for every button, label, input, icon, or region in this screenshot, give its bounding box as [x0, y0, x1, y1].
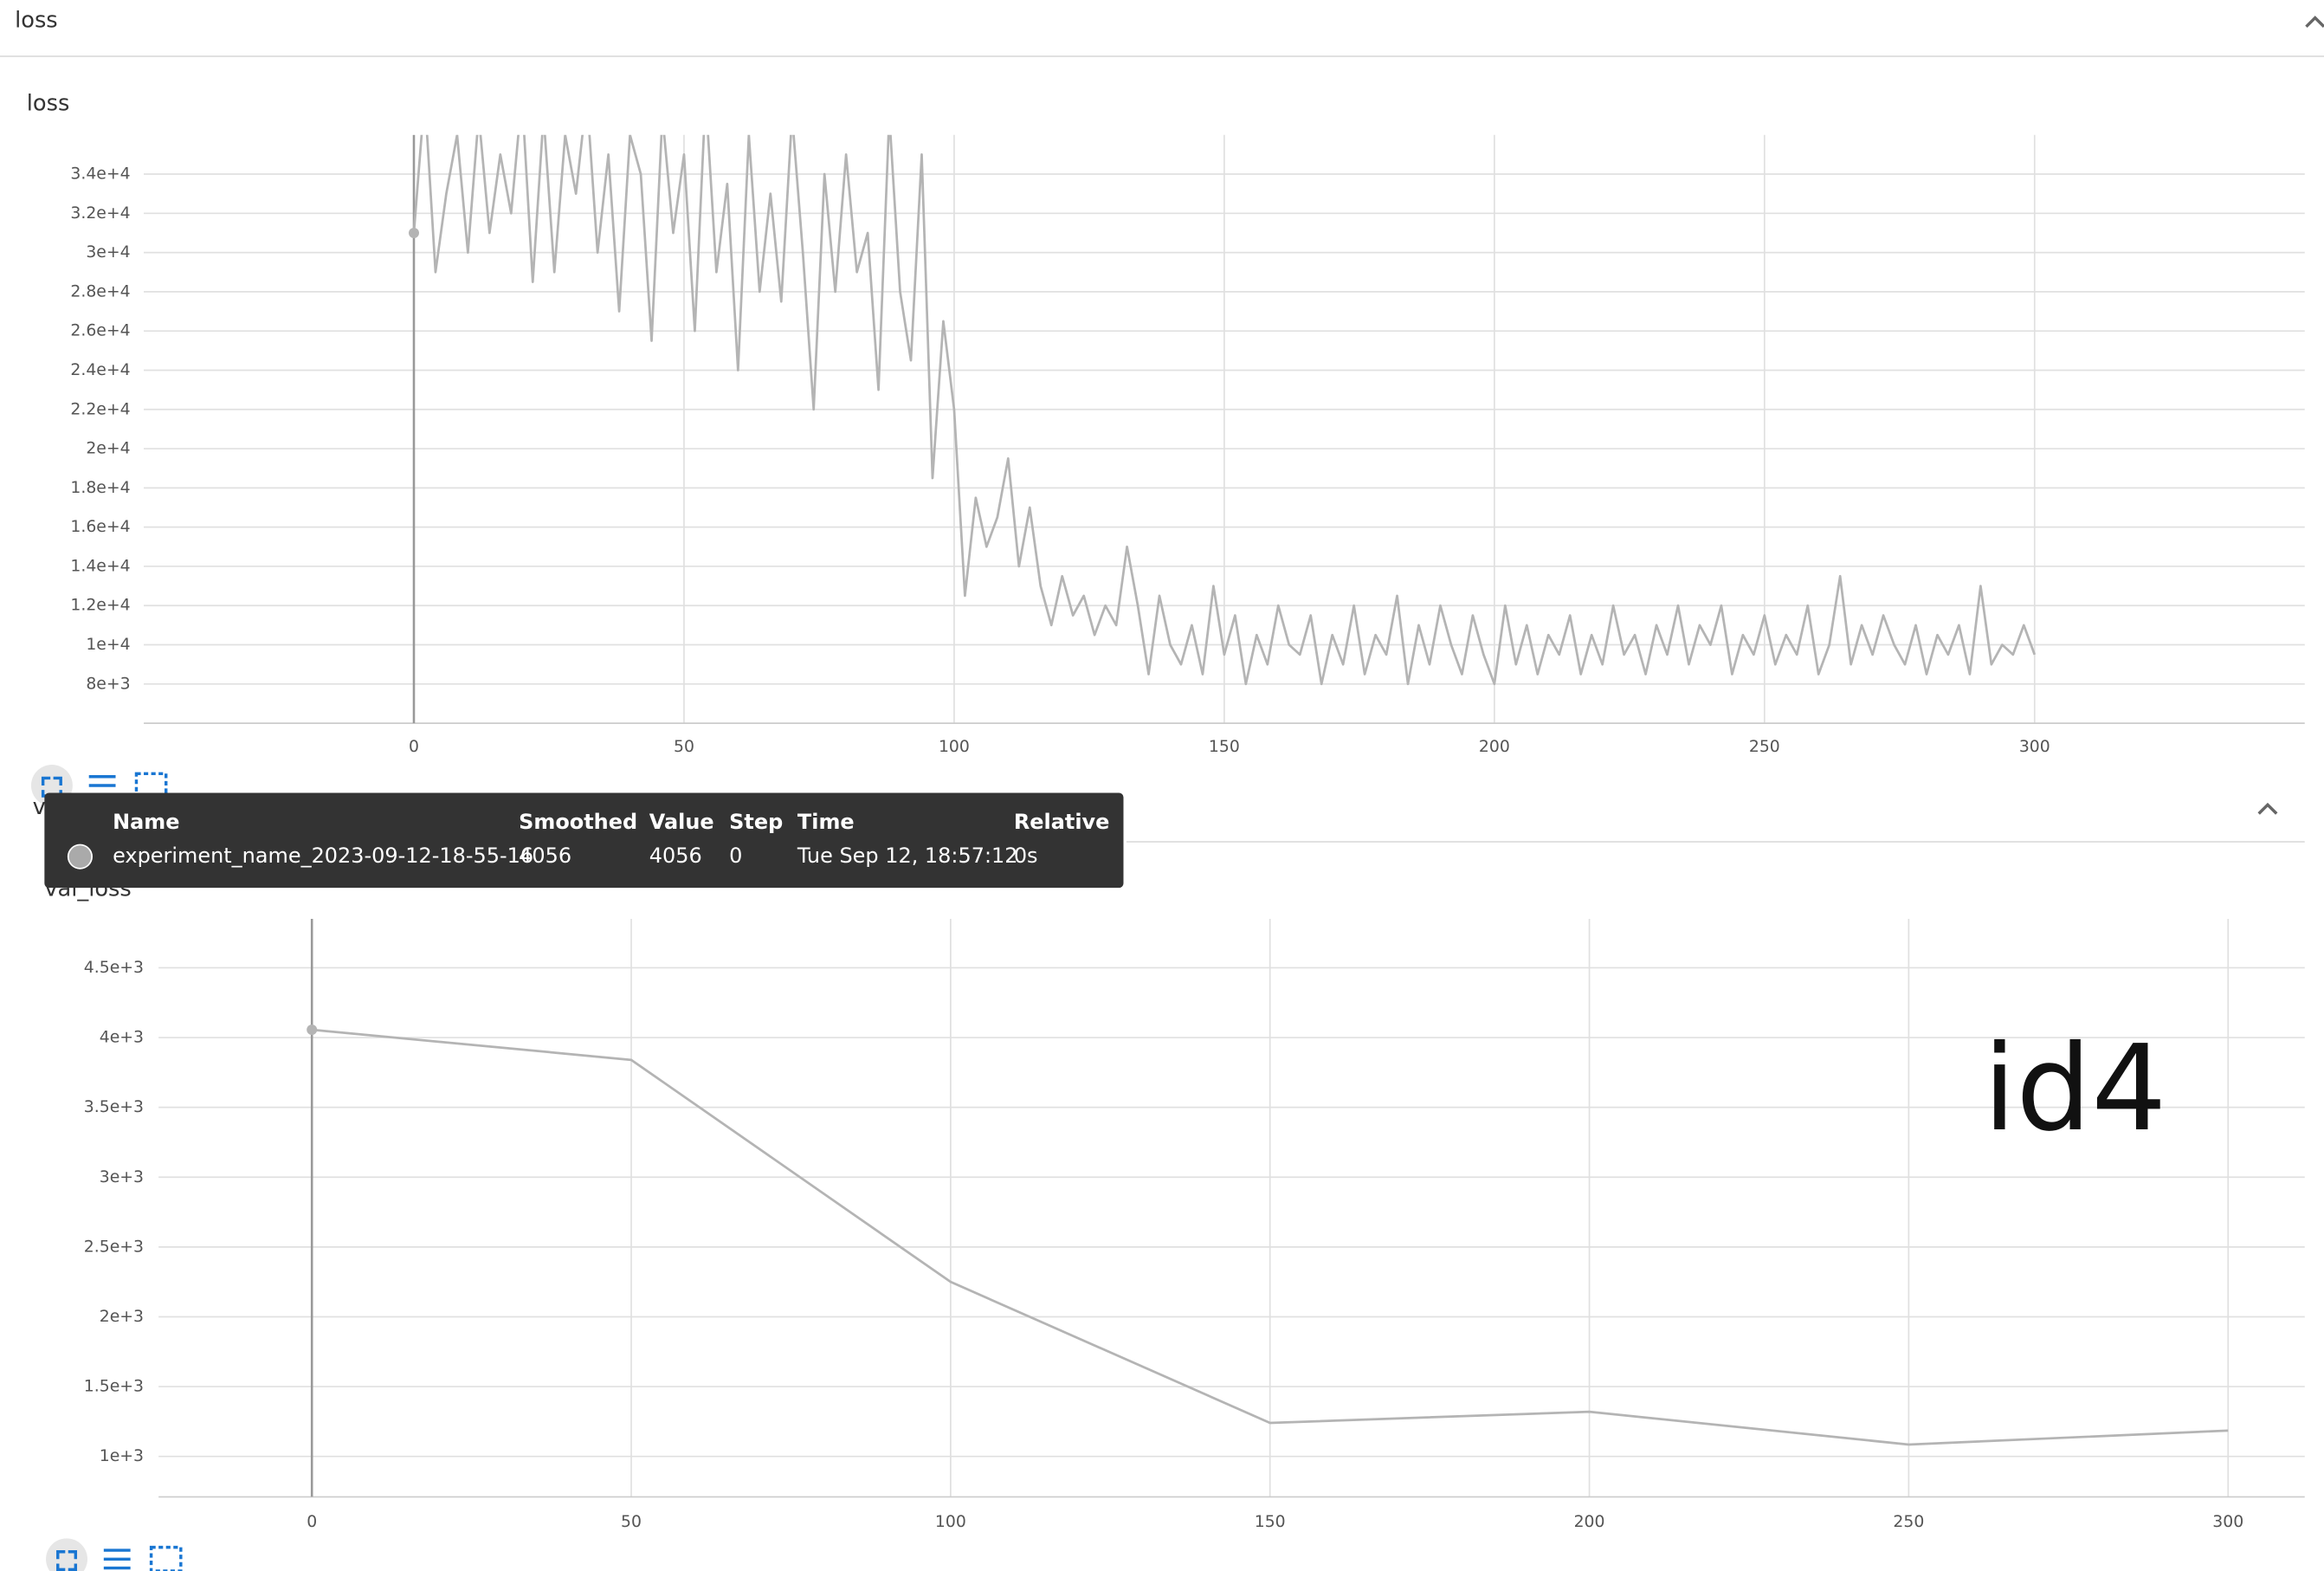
- x-tick-label: 0: [409, 738, 419, 756]
- y-tick-label: 2e+3: [100, 1308, 144, 1326]
- y-tick-label: 1.4e+4: [70, 557, 130, 575]
- y-tick-label: 2.4e+4: [70, 361, 130, 379]
- chart: 8e+3 1e+4 1.2e+4 1.4e+4 1.6e+4 1.8e+4 2e+4 2.2e…: [70, 134, 2305, 756]
- series-line: [412, 134, 2037, 686]
- y-tick-label: 1e+3: [100, 1447, 144, 1465]
- x-tick-label: 300: [2212, 1513, 2243, 1531]
- hover-point: [409, 227, 419, 238]
- section-title: loss: [15, 7, 58, 33]
- tooltip: Name Smoothed Value Step Time Relative e…: [44, 792, 1124, 889]
- y-tick-label: 4e+3: [100, 1029, 144, 1047]
- y-tick-label: 1e+4: [86, 636, 130, 654]
- fit-button[interactable]: [149, 1545, 183, 1571]
- x-tick-label: 250: [1893, 1513, 1924, 1531]
- y-tick-label: 2.8e+4: [70, 282, 130, 301]
- control-bg: [46, 1538, 87, 1571]
- tooltip-cell: 4056: [519, 844, 571, 868]
- x-tick-label: 300: [2019, 738, 2050, 756]
- fullscreen-button[interactable]: [56, 1550, 78, 1571]
- y-tick-label: 2.5e+3: [84, 1238, 144, 1256]
- x-tick-label: 150: [1255, 1513, 1286, 1531]
- y-tick-label: 1.6e+4: [70, 518, 130, 536]
- tooltip-cell: 0: [729, 844, 742, 868]
- legend-button[interactable]: [103, 1548, 131, 1570]
- y-tick-label: 3.2e+4: [70, 204, 130, 223]
- x-tick-label: 200: [1479, 738, 1510, 756]
- tooltip-cell: 0s: [1014, 844, 1038, 868]
- y-tick-label: 4.5e+3: [84, 959, 144, 977]
- x-tick-label: 200: [1574, 1513, 1605, 1531]
- tooltip-header: Time: [797, 810, 855, 834]
- chart-title: loss: [27, 90, 70, 116]
- y-tick-label: 3e+4: [86, 243, 130, 262]
- collapse-toggle[interactable]: [2305, 16, 2324, 29]
- x-tick-label: 150: [1209, 738, 1240, 756]
- x-tick-label: 100: [939, 738, 970, 756]
- plot-area: [307, 919, 2229, 1497]
- y-tick-label: 3.5e+3: [84, 1098, 144, 1116]
- collapse-toggle[interactable]: [2257, 802, 2278, 815]
- y-tick-label: 3.4e+4: [70, 165, 130, 184]
- x-tick-label: 50: [621, 1513, 642, 1531]
- x-tick-label: 100: [935, 1513, 966, 1531]
- hover-point: [307, 1025, 318, 1036]
- tooltip-cell: 4056: [649, 844, 702, 868]
- tooltip-header: Smoothed: [519, 810, 637, 834]
- y-tick-label: 2.6e+4: [70, 322, 130, 340]
- x-tick-label: 250: [1749, 738, 1780, 756]
- chart-controls: [46, 1538, 183, 1571]
- tooltip-header: Value: [649, 810, 714, 834]
- tooltip-cell: experiment_name_2023-09-12-18-55-16: [113, 844, 533, 868]
- run-swatch: [67, 844, 93, 870]
- y-tick-label: 8e+3: [86, 675, 130, 693]
- y-tick-label: 3e+3: [100, 1168, 144, 1186]
- series-line: [312, 1028, 2229, 1446]
- tooltip-bg: [44, 792, 1124, 889]
- y-tick-label: 2.2e+4: [70, 400, 130, 418]
- tooltip-header: Relative: [1014, 810, 1110, 834]
- tooltip-header: Name: [113, 810, 179, 834]
- chart: 1e+3 1.5e+3 2e+3 2.5e+3 3e+3 3.5e+3 4e+3 4.5e+3…: [84, 919, 2305, 1531]
- y-tick-label: 1.2e+4: [70, 597, 130, 615]
- tooltip-cell: Tue Sep 12, 18:57:12: [797, 844, 1018, 868]
- y-tick-label: 1.8e+4: [70, 479, 130, 497]
- fullscreen-button[interactable]: [41, 776, 62, 798]
- y-tick-label: 1.5e+3: [84, 1378, 144, 1396]
- y-tick-label: 2e+4: [86, 440, 130, 458]
- plot-area: [409, 134, 2037, 724]
- x-tick-label: 50: [674, 738, 694, 756]
- legend-button[interactable]: [88, 775, 116, 796]
- x-tick-label: 0: [307, 1513, 317, 1531]
- annotation: id4: [1983, 1020, 2166, 1158]
- tooltip-header: Step: [729, 810, 783, 834]
